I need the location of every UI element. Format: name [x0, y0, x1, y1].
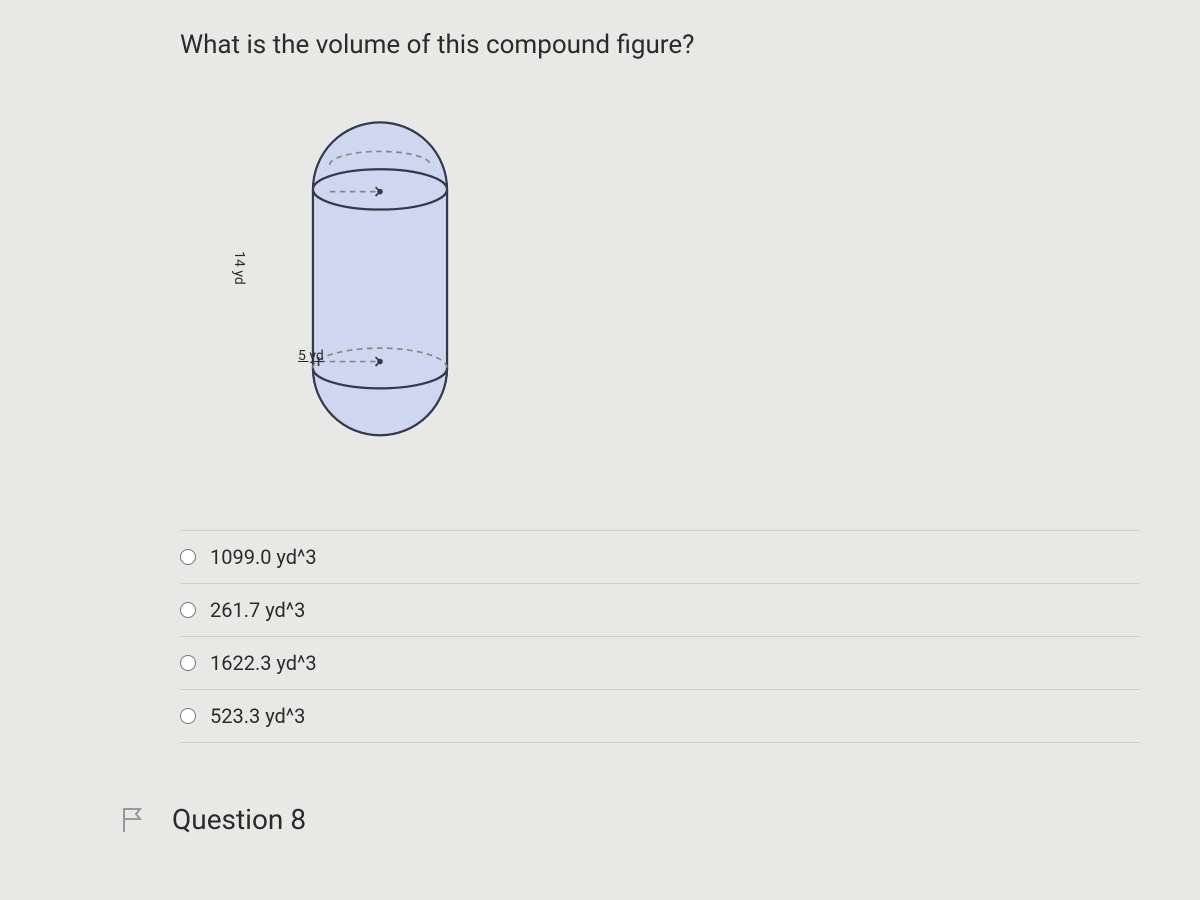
answer-option-0[interactable]: 1099.0 yd^3	[180, 530, 1140, 584]
answer-option-1[interactable]: 261.7 yd^3	[180, 584, 1140, 637]
question-card: What is the volume of this compound figu…	[180, 30, 1140, 743]
radius-label: 5 yd	[298, 348, 324, 364]
answer-label-0: 1099.0 yd^3	[210, 545, 317, 569]
question-page: What is the volume of this compound figu…	[0, 0, 1200, 836]
answer-radio-0[interactable]	[180, 549, 196, 565]
shape-svg	[240, 100, 520, 480]
next-question-label: Question 8	[172, 803, 306, 836]
answer-label-2: 1622.3 yd^3	[210, 651, 317, 675]
answer-label-3: 523.3 yd^3	[210, 704, 305, 728]
answer-radio-3[interactable]	[180, 708, 196, 724]
answer-option-3[interactable]: 523.3 yd^3	[180, 690, 1140, 743]
answer-label-1: 261.7 yd^3	[210, 598, 305, 622]
question-prompt: What is the volume of this compound figu…	[180, 30, 1140, 60]
answer-radio-1[interactable]	[180, 602, 196, 618]
height-label: 14 yd	[231, 251, 247, 285]
answer-radio-2[interactable]	[180, 655, 196, 671]
compound-figure: 14 yd 5 yd	[240, 100, 520, 480]
next-question-row: Question 8	[180, 803, 1140, 836]
answer-option-2[interactable]: 1622.3 yd^3	[180, 637, 1140, 690]
flag-icon[interactable]	[120, 806, 144, 834]
